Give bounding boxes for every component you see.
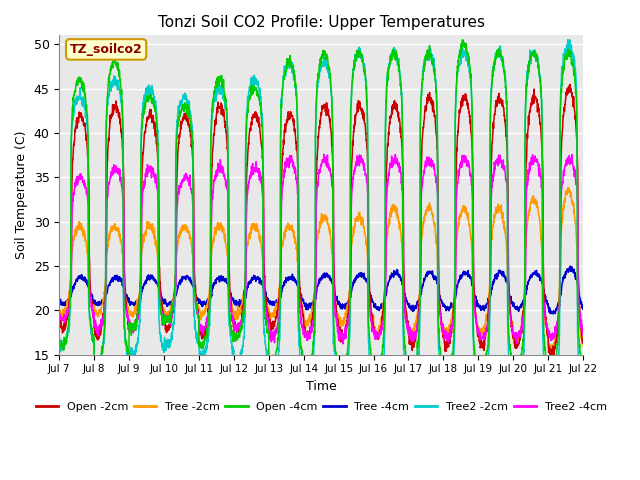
Title: Tonzi Soil CO2 Profile: Upper Temperatures: Tonzi Soil CO2 Profile: Upper Temperatur…: [157, 15, 484, 30]
Legend: Open -2cm, Tree -2cm, Open -4cm, Tree -4cm, Tree2 -2cm, Tree2 -4cm: Open -2cm, Tree -2cm, Open -4cm, Tree -4…: [31, 397, 611, 416]
X-axis label: Time: Time: [306, 380, 337, 393]
Y-axis label: Soil Temperature (C): Soil Temperature (C): [15, 131, 28, 259]
Text: TZ_soilco2: TZ_soilco2: [70, 43, 143, 56]
